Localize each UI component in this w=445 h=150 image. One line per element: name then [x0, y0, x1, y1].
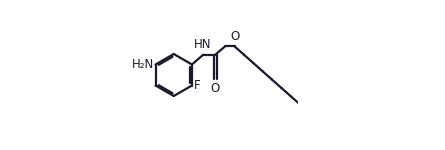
Text: H₂N: H₂N — [132, 58, 154, 71]
Text: O: O — [231, 30, 240, 43]
Text: HN: HN — [194, 38, 211, 51]
Text: F: F — [194, 79, 200, 92]
Text: O: O — [210, 82, 220, 96]
